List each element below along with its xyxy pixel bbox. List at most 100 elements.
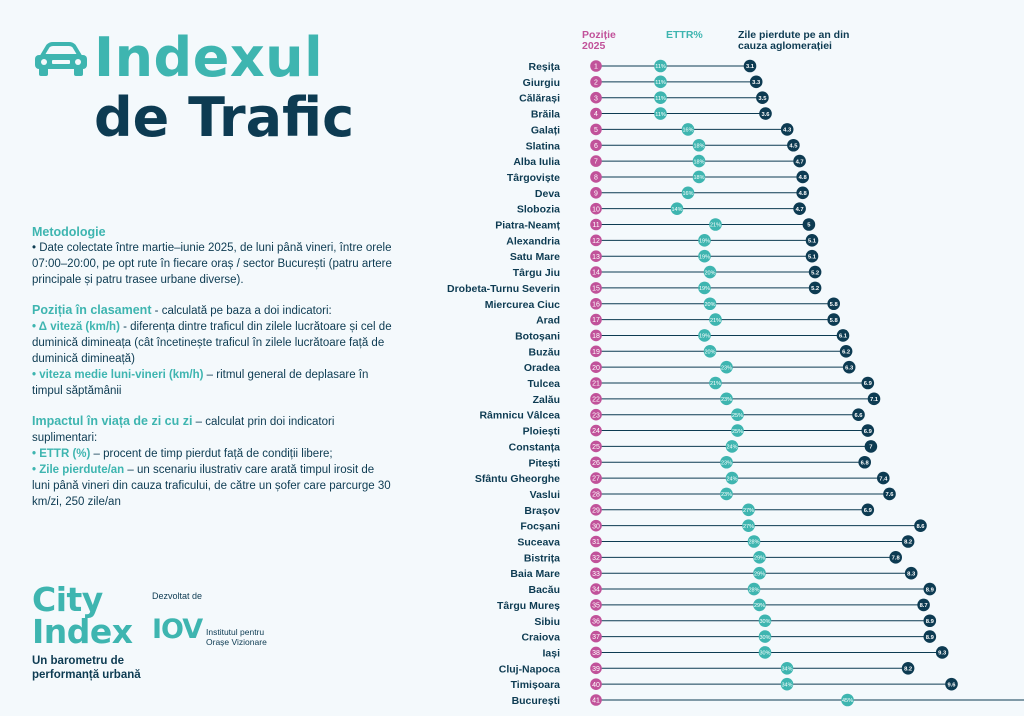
days-dot <box>901 535 915 548</box>
rank-label: 38 <box>592 650 600 657</box>
days-label: • Zile pierdute/an <box>32 464 125 476</box>
rank-label: 35 <box>592 603 600 610</box>
rank-dot <box>590 583 602 595</box>
partner-name: Institutul pentru Orașe Vizionare <box>206 627 267 647</box>
rank-label: 9 <box>594 190 598 197</box>
city-label: Sibiu <box>534 616 560 628</box>
rank-label: 40 <box>592 682 600 689</box>
city-index-line2: Index <box>32 612 133 651</box>
ettr-label: 28% <box>748 540 759 546</box>
ettr-dot <box>698 281 711 295</box>
days-dot <box>808 265 822 279</box>
ettr-dot <box>698 329 711 342</box>
city-index-tagline: Un barometru de performanță urbană <box>32 655 141 681</box>
ettr-dot <box>670 202 684 215</box>
ettr-dot <box>780 677 794 691</box>
ettr-dot <box>720 360 733 374</box>
ettr-label: 20% <box>704 270 715 276</box>
ettr-dot <box>758 630 772 643</box>
rank-dot <box>590 630 602 643</box>
ettr-label: 23% <box>721 397 732 403</box>
city-label: Botoșani <box>515 330 560 342</box>
ettr-dot <box>725 440 739 453</box>
header-days: Zile pierdute pe an din cauza aglomerați… <box>738 29 850 52</box>
methodology-panel: Metodologie • Date colectate între marti… <box>32 224 392 510</box>
ettr-dot <box>747 535 761 548</box>
days-label: 7.1 <box>870 397 879 403</box>
ettr-dot <box>731 424 744 437</box>
ettr-dot <box>841 693 854 707</box>
ettr-dot <box>709 218 722 231</box>
days-label: 8.9 <box>926 587 935 593</box>
rank-label: 36 <box>592 618 600 625</box>
days-dot <box>749 75 763 89</box>
days-label: 8.2 <box>904 667 912 673</box>
city-label: Focșani <box>520 521 560 533</box>
days-label: 3.5 <box>758 96 767 102</box>
rank-label: 30 <box>592 523 600 530</box>
city-label: Constanța <box>509 441 560 453</box>
days-dot <box>883 487 896 501</box>
rank-label: 28 <box>592 492 600 499</box>
city-label: Cluj-Napoca <box>499 663 560 675</box>
days-label: 8.7 <box>920 603 928 609</box>
days-dot <box>852 408 865 422</box>
indicator1-label: • Δ viteză (km/h) <box>32 321 120 333</box>
days-dot <box>923 582 937 596</box>
rank-label: 29 <box>592 507 600 514</box>
days-label: 3.1 <box>746 64 755 70</box>
rank-label: 37 <box>592 634 600 641</box>
days-label: 5.2 <box>811 286 819 292</box>
days-label: 4.8 <box>799 175 808 181</box>
ettr-label: 28% <box>748 587 759 593</box>
ettr-dot <box>720 392 733 406</box>
ettr-dot <box>742 519 755 532</box>
ettr-label: 20% <box>704 302 715 308</box>
rank-label: 16 <box>592 301 600 308</box>
days-dot <box>904 566 918 580</box>
city-label: Satu Mare <box>510 251 560 263</box>
days-label: 4.7 <box>796 207 804 213</box>
rank-label: 14 <box>592 270 600 277</box>
ettr-label: 29% <box>754 556 765 562</box>
days-dot <box>842 360 856 374</box>
days-label: 7.4 <box>879 476 888 482</box>
rank-dot <box>590 297 602 310</box>
city-label: Zalău <box>533 394 560 406</box>
city-label: Giurgiu <box>523 77 560 89</box>
ettr-label: 27% <box>743 508 754 514</box>
impact-text: – calculat prin doi indicatori supliment… <box>32 416 335 444</box>
city-label: Ploiești <box>523 426 560 438</box>
city-label: Suceava <box>517 537 560 549</box>
rank-dot <box>590 329 602 342</box>
rank-dot <box>590 91 602 104</box>
city-label: Târgu Jiu <box>513 267 560 279</box>
rank-dot <box>590 345 602 358</box>
days-label: 6.9 <box>864 508 873 514</box>
rank-dot <box>590 551 602 564</box>
rank-dot <box>590 76 602 88</box>
days-label: 7.6 <box>885 492 894 498</box>
days-dot <box>805 234 819 247</box>
days-dot <box>861 376 875 390</box>
indicator1-text: - diferența dintre traficul din zilele l… <box>32 321 392 365</box>
ettr-label: 24% <box>726 476 737 482</box>
rank-label: 22 <box>592 396 600 403</box>
rank-dot <box>590 662 602 675</box>
ettr-dot <box>720 487 733 501</box>
city-label: Călărași <box>519 93 560 105</box>
ettr-label: 21% <box>710 381 721 387</box>
ettr-dot <box>698 249 711 263</box>
ettr-dot <box>725 471 739 485</box>
days-dot <box>793 202 806 215</box>
page-title-line2: de Trafic <box>94 86 355 149</box>
rank-label: 39 <box>592 666 600 673</box>
ettr-label: • ETTR (%) <box>32 448 91 460</box>
rank-dot <box>590 107 602 120</box>
city-label: Râmnicu Vâlcea <box>479 410 560 422</box>
days-dot <box>858 455 871 469</box>
rank-label: 41 <box>592 698 600 705</box>
days-dot <box>914 519 927 532</box>
days-dot <box>923 630 937 643</box>
